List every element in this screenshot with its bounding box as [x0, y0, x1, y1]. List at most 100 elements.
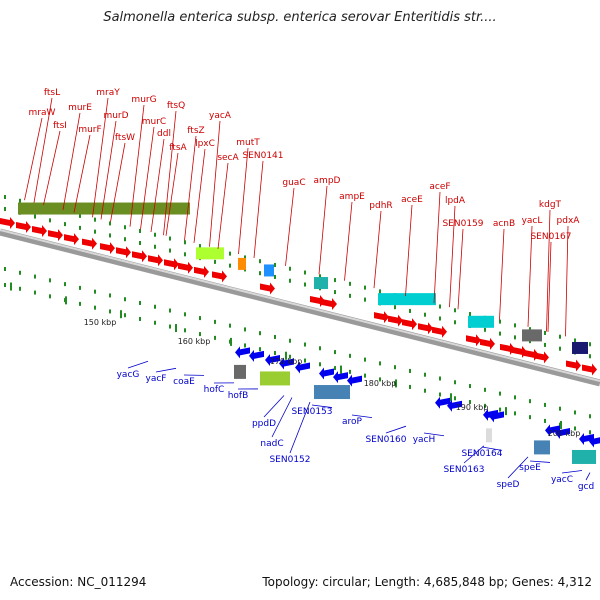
forward-gene-arrow: [500, 342, 515, 355]
backbone-line: [0, 228, 600, 387]
reverse-gene-arrow: [555, 426, 570, 439]
forward-gene-arrow: [260, 282, 275, 295]
major-tick: [65, 296, 67, 305]
tick-mark: [34, 214, 36, 219]
tick-mark: [169, 308, 171, 313]
reverse-gene-arrow: [545, 424, 560, 437]
tick-mark: [169, 236, 171, 241]
forward-gene-label: secA: [217, 153, 239, 163]
tick-mark: [499, 331, 501, 336]
reverse-features: [234, 346, 600, 464]
tick-mark: [124, 237, 126, 242]
leader-line: [209, 120, 221, 247]
reverse-gene-label: yacC: [551, 475, 573, 485]
tick-mark: [4, 195, 6, 200]
tick-mark: [379, 377, 381, 382]
leader-line: [507, 456, 529, 479]
tick-mark: [439, 376, 441, 381]
tick-mark: [64, 282, 66, 287]
forward-gene-label: ftsQ: [167, 101, 185, 111]
tick-mark: [49, 278, 51, 283]
leader-line: [289, 401, 311, 454]
reverse-gene-label: yacG: [117, 370, 140, 380]
leader-line: [165, 152, 179, 236]
major-tick: [395, 379, 397, 388]
forward-gene-arrow: [582, 363, 597, 376]
forward-feature-block: [18, 202, 190, 215]
tick-mark: [229, 323, 231, 328]
tick-mark: [4, 207, 6, 212]
tick-mark: [334, 350, 336, 355]
tick-mark: [19, 198, 21, 203]
forward-gene-label: aceF: [429, 182, 450, 192]
tick-mark: [244, 343, 246, 348]
forward-gene-label: acnB: [493, 219, 515, 229]
leader-line: [92, 97, 109, 218]
forward-gene-arrow: [566, 359, 581, 372]
tick-mark: [574, 338, 576, 343]
leader-line: [193, 148, 206, 243]
tick-mark: [364, 285, 366, 290]
tick-mark: [559, 346, 561, 351]
tick-mark: [499, 407, 501, 412]
tick-mark: [559, 334, 561, 339]
forward-gene-label: murC: [142, 117, 166, 127]
tick-mark: [124, 313, 126, 318]
leader-line: [263, 395, 285, 418]
leader-line: [351, 414, 373, 419]
tick-mark: [394, 365, 396, 370]
leader-line: [238, 147, 249, 255]
leader-line: [546, 209, 551, 332]
tick-mark: [124, 225, 126, 230]
reverse-gene-label: hofC: [204, 385, 225, 395]
leader-line: [33, 97, 53, 203]
tick-mark: [79, 225, 81, 230]
forward-gene-arrow: [82, 237, 97, 250]
tick-mark: [319, 274, 321, 279]
reverse-gene-label: ppdD: [252, 419, 276, 429]
tick-mark: [424, 312, 426, 317]
forward-gene-label: lpdA: [445, 196, 466, 206]
forward-features: [0, 202, 597, 376]
kbp-label: 170 kbp: [270, 357, 303, 366]
leader-line: [285, 187, 295, 266]
forward-gene-label: kdgT: [539, 200, 562, 210]
tick-mark: [154, 244, 156, 249]
tick-marks: [4, 195, 591, 435]
tick-mark: [274, 350, 276, 355]
tick-mark: [544, 418, 546, 423]
reverse-feature-block: [486, 428, 492, 443]
tick-mark: [454, 320, 456, 325]
tick-mark: [199, 244, 201, 249]
tick-mark: [244, 255, 246, 260]
tick-mark: [289, 266, 291, 271]
leader-line: [318, 185, 328, 275]
major-tick: [285, 351, 287, 360]
kbp-label: 160 kbp: [178, 337, 211, 346]
leader-line: [457, 228, 464, 310]
major-tick: [340, 365, 342, 374]
reverse-gene-arrow: [489, 410, 504, 423]
forward-gene-label: SEN0159: [442, 219, 483, 229]
tick-mark: [319, 362, 321, 367]
tick-mark: [289, 278, 291, 283]
forward-gene-arrow: [374, 311, 389, 324]
leader-line: [217, 162, 229, 249]
forward-gene-label: mutT: [236, 138, 260, 148]
forward-gene-arrow: [116, 246, 131, 259]
reverse-gene-arrow: [447, 399, 462, 412]
leader-line: [24, 117, 43, 201]
tick-mark: [304, 358, 306, 363]
tick-mark: [589, 342, 591, 347]
tick-mark: [409, 368, 411, 373]
tick-mark: [94, 217, 96, 222]
tick-mark: [184, 328, 186, 333]
tick-mark: [19, 286, 21, 291]
tick-mark: [349, 369, 351, 374]
leader-line: [423, 432, 445, 437]
tick-mark: [109, 309, 111, 314]
forward-gene-arrow: [212, 270, 227, 283]
tick-mark: [154, 232, 156, 237]
forward-gene-arrow: [132, 250, 147, 263]
